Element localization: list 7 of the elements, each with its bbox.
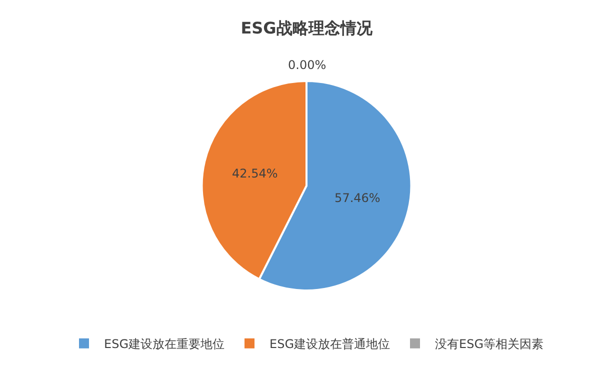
text: 0.00%: [288, 58, 326, 72]
data-label: 42.54%: [232, 166, 278, 180]
legend-label: 没有ESG等相关因素: [435, 337, 544, 352]
legend-label: ESG建设放在重要地位: [104, 337, 224, 352]
data-label: 57.46%: [334, 190, 380, 205]
chart-title: ESG战略理念情况: [240, 18, 374, 38]
legend-label: ESG建设放在普通地位: [270, 337, 390, 352]
